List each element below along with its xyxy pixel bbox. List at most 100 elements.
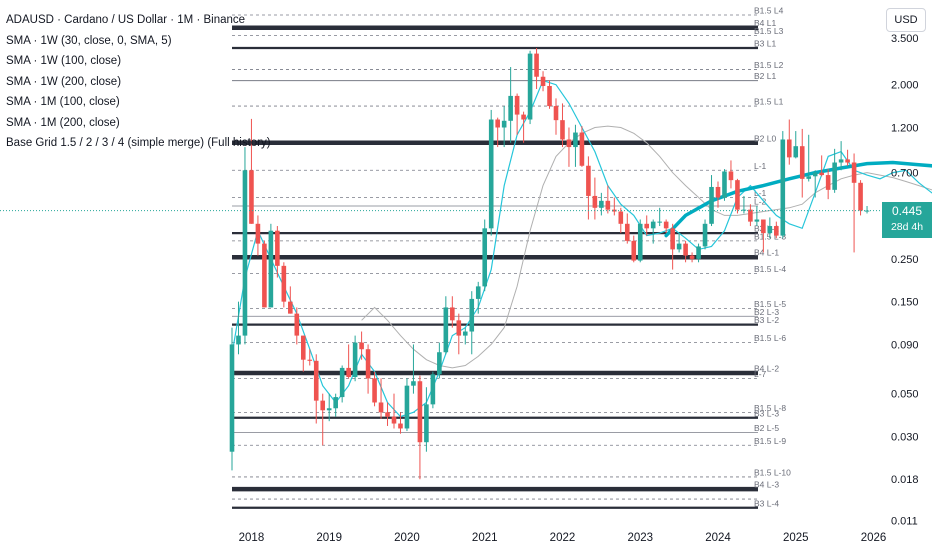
candle-body (339, 367, 345, 398)
grid-level-label: B1.5 L-4 (754, 264, 786, 274)
candle (281, 262, 287, 308)
candle (456, 313, 462, 355)
candle-body (488, 119, 494, 229)
candle (689, 252, 695, 263)
candle-body (281, 265, 287, 302)
candle (346, 344, 351, 379)
grid-level-label: B1.5 L-9 (754, 436, 786, 446)
candle-body (365, 349, 371, 379)
candle (566, 127, 572, 167)
candle-body (307, 359, 313, 361)
candle (475, 281, 481, 314)
candle (242, 147, 248, 345)
candle-body (592, 195, 598, 208)
candle (560, 103, 565, 148)
indicator-sma-1m-100[interactable]: SMA · 1M (100, close) (6, 96, 120, 108)
time-axis: 2018201920202021202220232024202520262027 (239, 532, 887, 544)
candle-body (508, 95, 513, 121)
grid-level-label: B1.5 L-10 (754, 467, 791, 477)
indicator-sma-1w-100[interactable]: SMA · 1W (100, close) (6, 55, 122, 67)
candle-body (806, 176, 812, 179)
price-tick-label: 0.090 (891, 339, 919, 351)
candle-body (268, 230, 274, 308)
candle-body (521, 114, 526, 120)
sma-30-line (231, 79, 932, 418)
last-price: 0.445 (891, 204, 923, 218)
candle-body (845, 159, 850, 163)
price-tick-label: 3.500 (891, 33, 919, 45)
candle-body (761, 219, 766, 234)
candle-body (663, 221, 669, 229)
grid-level-label: B1.5 L-8 (754, 403, 786, 413)
candle-body (838, 159, 844, 163)
candle-body (748, 209, 753, 222)
candle-body (501, 120, 507, 128)
candle-body (359, 342, 364, 350)
candle-body (443, 307, 449, 353)
last-price-tag: 0.445 28d 4h (882, 202, 932, 238)
candle (391, 393, 397, 429)
candle-body (333, 397, 338, 409)
indicator-base-grid[interactable]: Base Grid 1.5 / 2 / 3 / 4 (simple merge)… (6, 137, 271, 149)
candle-body (702, 223, 708, 247)
candle-body (391, 416, 397, 424)
candle-body (462, 331, 468, 336)
candle (586, 156, 591, 220)
price-tick-label: 0.030 (891, 431, 919, 443)
candle (612, 197, 617, 216)
candle (521, 111, 526, 143)
candle (404, 378, 410, 432)
indicator-sma-1w-200[interactable]: SMA · 1W (200, close) (6, 75, 122, 88)
candle (631, 235, 637, 263)
candle-body (573, 132, 578, 148)
grid-level-label: B1.5 L-5 (754, 299, 786, 309)
candle (450, 296, 455, 328)
candle-body (799, 146, 805, 179)
price-tick-label: 1.200 (891, 123, 919, 135)
price-tick-label: 0.050 (891, 389, 919, 401)
time-tick-label: 2020 (394, 532, 420, 544)
candle-body (527, 53, 533, 120)
indicator-sma-1w-30[interactable]: SMA · 1W (30, close, 0, SMA, 5) (6, 34, 172, 47)
candle (249, 118, 254, 224)
candle (359, 331, 364, 360)
candle-body (229, 344, 235, 452)
candle-body (475, 286, 481, 299)
candle-body (683, 243, 688, 256)
candle (676, 233, 682, 253)
currency-button[interactable]: USD (886, 8, 926, 32)
candle-body (767, 226, 773, 234)
candle (313, 354, 319, 424)
candle-body (320, 400, 326, 411)
candle-body (300, 335, 306, 360)
candle (527, 50, 533, 125)
candle-body (424, 404, 429, 443)
candle-body (547, 85, 552, 107)
candle-body (313, 360, 319, 401)
candle (670, 223, 675, 270)
candle (728, 160, 734, 189)
candle (644, 215, 650, 236)
candle-body (858, 182, 863, 211)
candle-body (385, 412, 390, 417)
indicator-sma-1m-200[interactable]: SMA · 1M (200, close) (6, 116, 120, 129)
grid-level-label: B3 L-2 (754, 315, 779, 325)
grid-level-label: B4 L1 (754, 18, 776, 28)
candle (702, 219, 708, 250)
candle (819, 155, 824, 177)
candle-body (644, 223, 650, 229)
grid-level-label: B1.5 L4 (754, 5, 784, 15)
candle (547, 80, 552, 109)
candle-body (696, 246, 701, 259)
symbol-title[interactable]: ADAUSD · Cardano / US Dollar · 1M · Bina… (6, 14, 246, 26)
candle (268, 223, 274, 308)
time-tick-label: 2019 (316, 532, 342, 544)
candle-body (514, 95, 520, 115)
candle (838, 141, 844, 171)
grid-level-label: B2 L-5 (754, 423, 779, 433)
time-tick-label: 2021 (472, 532, 498, 544)
candle-body (599, 200, 604, 208)
candle-body (819, 172, 824, 176)
candle (229, 327, 235, 471)
